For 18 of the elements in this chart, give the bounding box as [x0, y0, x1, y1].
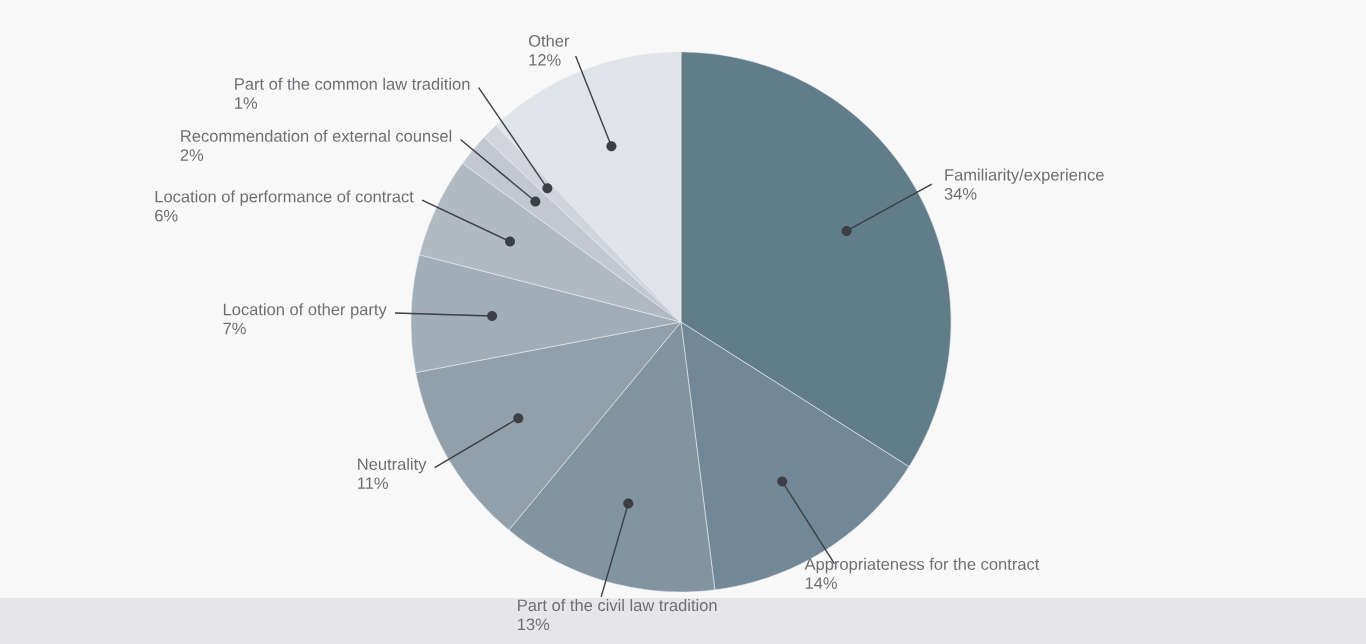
slice-label: Appropriateness for the contract — [804, 557, 1040, 574]
data-label: 6% — [155, 209, 178, 222]
data-label: 14% — [805, 577, 837, 589]
slice-label: Location of other party — [223, 303, 387, 319]
slice-label: Part of the common law tradition — [235, 77, 470, 90]
slice-label: Familiarity/experience — [945, 168, 1104, 184]
data-label: 1% — [235, 97, 258, 109]
data-label: 11% — [358, 477, 388, 489]
slice-label: Neutrality — [358, 457, 427, 474]
data-label: 12% — [529, 54, 561, 66]
data-label: 7% — [223, 322, 246, 335]
data-label: 2% — [180, 149, 204, 161]
slice-label: Part of the civil law tradition — [518, 599, 717, 612]
slice-label: Recommendation of external counsel — [181, 129, 452, 142]
slice-label: Location of performance of contract — [155, 190, 414, 206]
slice-label: Other — [528, 34, 570, 47]
data-label: 13% — [518, 618, 550, 631]
data-label: 34% — [944, 187, 977, 200]
